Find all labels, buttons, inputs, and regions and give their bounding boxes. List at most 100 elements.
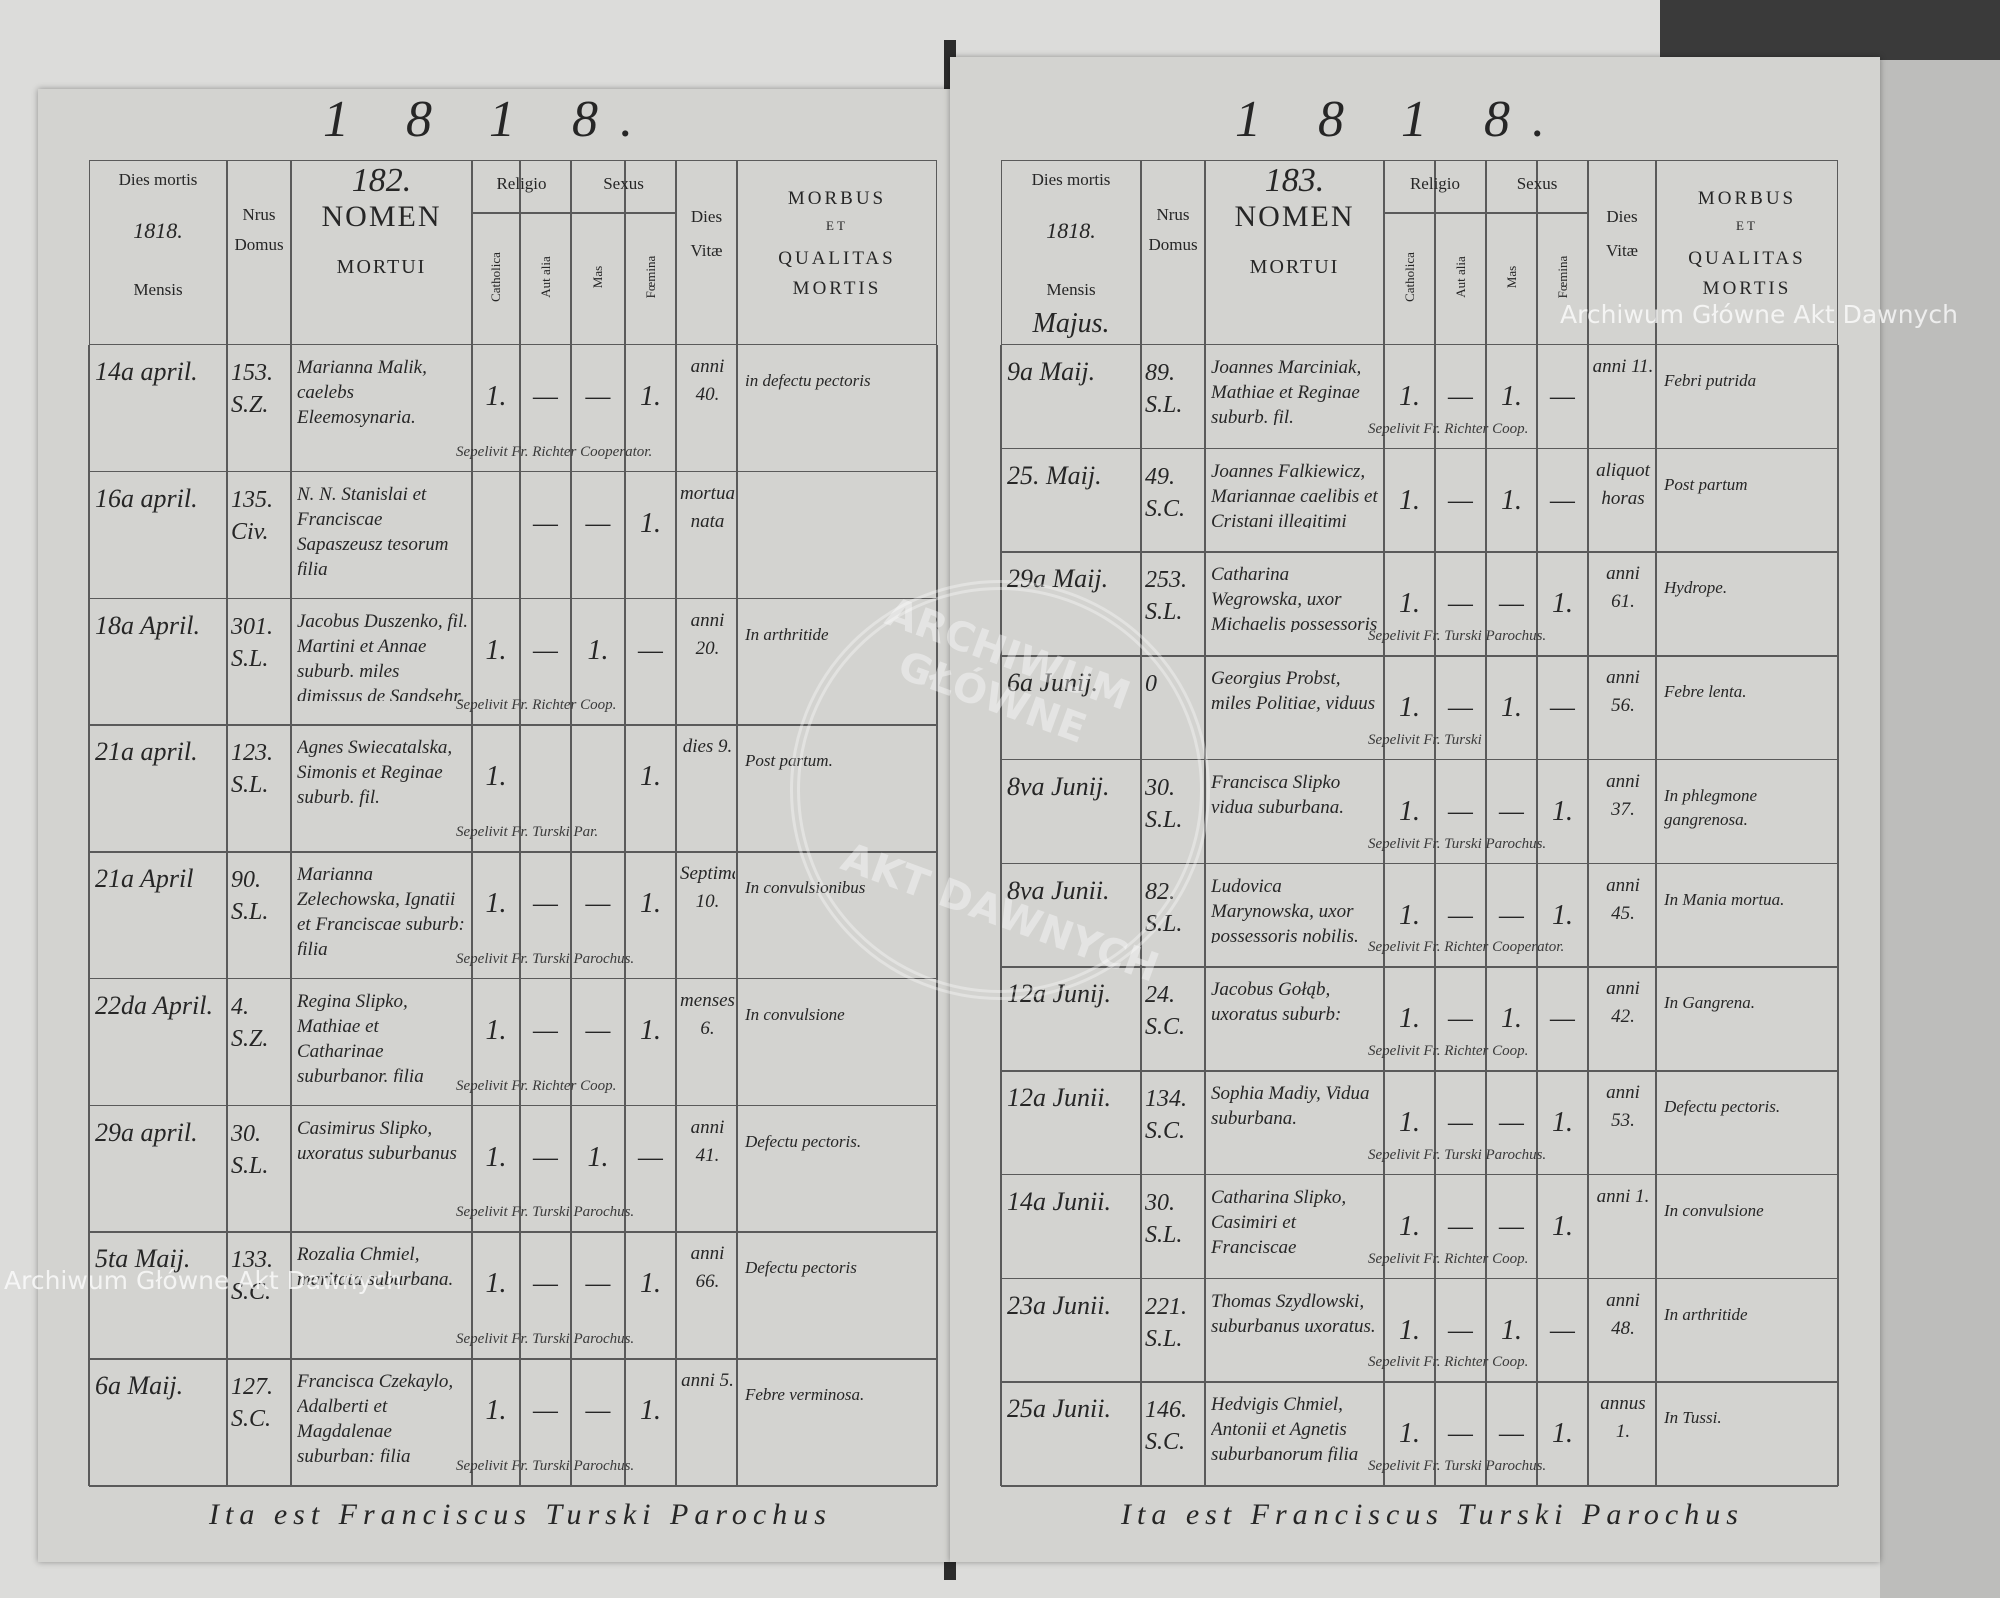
entry-mark: 1. <box>1552 588 1573 620</box>
cause-of-death: Post partum <box>1664 474 1748 494</box>
header-cell <box>89 160 227 345</box>
cause-of-death: In arthritide <box>1664 1304 1748 1324</box>
column-rule <box>226 345 228 1486</box>
age-at-death: anni 45. <box>1606 874 1640 924</box>
age-at-death: annus 1. <box>1600 1393 1646 1443</box>
cause-of-death: Hydrope. <box>1664 578 1728 598</box>
death-date: 23a Junii. <box>1007 1290 1111 1320</box>
scan-edge <box>1660 0 2000 64</box>
row-rule <box>89 597 937 600</box>
name-of-deceased: Jacobus Duszenko, fil. Martini et Annae … <box>297 610 468 702</box>
header-vertical: Fœmina <box>642 255 658 299</box>
header-year: 1818. <box>133 218 183 243</box>
age-at-death: anni 66. <box>690 1243 725 1293</box>
header-label: NOMEN <box>1234 200 1355 233</box>
column-rule <box>570 345 572 1486</box>
entry-mark: — <box>533 634 558 666</box>
header-vertical: Catholica <box>488 252 503 302</box>
header-cell <box>472 160 520 345</box>
column-rule <box>1655 345 1657 1486</box>
entry-mark: — <box>1499 795 1524 827</box>
header-label: QUALITAS <box>1688 248 1806 269</box>
header-cell <box>1588 160 1656 345</box>
age-at-death: anni 5. <box>681 1370 734 1392</box>
name-of-deceased: Jacobus Gołąb, uxoratus suburb: <box>1211 979 1342 1026</box>
entry-mark: — <box>1550 692 1575 724</box>
age-at-death: aliquot horas <box>1596 459 1650 509</box>
cause-of-death: In arthritide <box>745 624 829 644</box>
header-label: MORTUI <box>1249 256 1340 278</box>
house-number: 134. S.C. <box>1145 1086 1187 1145</box>
header-vertical: Mas <box>590 265 605 289</box>
house-number: 89. S.L. <box>1145 360 1183 418</box>
entry-mark: 1. <box>640 381 661 412</box>
row-rule <box>89 1358 937 1360</box>
cause-of-death: In Mania mortua. <box>1664 889 1785 909</box>
entry-mark: — <box>1448 381 1473 412</box>
entry-mark: 1. <box>1552 1418 1573 1450</box>
column-rule <box>290 345 292 1486</box>
age-at-death: anni 1. <box>1596 1185 1650 1207</box>
column-rule <box>471 345 473 1486</box>
house-number: 90. S.L. <box>231 867 269 926</box>
header-group: Religio <box>1409 174 1461 193</box>
name-of-deceased: Marianna Zelechowska, Ignatii et Francis… <box>297 864 465 955</box>
cause-of-death: Febre lenta. <box>1664 682 1747 702</box>
entry-mark: 1. <box>485 634 507 666</box>
header-label: Nrus Domus <box>1148 205 1198 254</box>
cause-of-death: In convulsione <box>745 1004 845 1024</box>
header-label: MORTUI <box>336 256 427 278</box>
header-vertical: Mas <box>1503 265 1519 289</box>
entry-mark: — <box>1550 484 1575 516</box>
death-date: 29a april. <box>95 1117 198 1147</box>
age-at-death: anni 11. <box>1592 356 1654 377</box>
page: 1 8 1 8. Dies mortis 1818. Mensis Majus. Nrus… <box>950 57 1880 1562</box>
name-of-deceased: Catharina Slipko, Casimiri et Franciscae… <box>1211 1186 1347 1255</box>
age-at-death: anni 40. <box>690 356 725 405</box>
cause-of-death: Febre verminosa. <box>745 1385 865 1405</box>
header-cell <box>1537 160 1588 345</box>
name-of-deceased: Rozalia Chmiel, maritata suburbana. <box>297 1244 454 1291</box>
archive-stamp: ARCHIWUM GŁÓWNE AKT DAWNYCH <box>790 580 1210 1000</box>
header-vertical: Aut alia <box>1452 256 1468 298</box>
entry-mark: — <box>533 1014 558 1046</box>
name-of-deceased: Hedvigis Chmiel, Antonii et Agnetis subu… <box>1211 1394 1359 1462</box>
age-at-death: anni 42. <box>1606 978 1640 1028</box>
header-label: MORBUS <box>787 188 887 209</box>
entry-mark: 1. <box>485 1268 507 1300</box>
cause-of-death: Defectu pectoris. <box>745 1131 862 1151</box>
header-month: Majus. <box>1032 308 1110 339</box>
death-date: 21a april. <box>95 737 198 767</box>
entry-mark: — <box>1550 1003 1575 1035</box>
cause-of-death: Defectu pectoris <box>745 1258 857 1278</box>
entry-mark: — <box>1448 795 1473 827</box>
entry-mark: 1. <box>1399 692 1420 724</box>
burial-note: Sepelivit Fr. Richter Coop. <box>1368 1043 1529 1060</box>
entry-mark: 1. <box>640 888 661 920</box>
entry-mark: 1. <box>1552 795 1573 827</box>
entry-mark: — <box>1448 1314 1473 1346</box>
header-cell <box>1001 160 1141 345</box>
header-cell <box>737 160 937 345</box>
house-number: 30. S.L. <box>231 1120 269 1179</box>
column-rule <box>1837 345 1839 1486</box>
row-rule <box>1001 862 1838 865</box>
name-of-deceased: Joannes Marciniak, Mathiae et Reginae su… <box>1211 357 1362 425</box>
name-of-deceased: Casimirus Slipko, uxoratus suburbanus <box>297 1117 457 1164</box>
row-rule <box>1001 551 1838 553</box>
cause-of-death: In Gangrena. <box>1664 993 1755 1013</box>
entry-mark: 1. <box>587 1141 609 1173</box>
register-number: 183. <box>1264 162 1325 199</box>
house-number: 127. S.C. <box>231 1374 273 1433</box>
entry-mark: — <box>533 507 558 539</box>
name-of-deceased: Georgius Probst, miles Politiae, viduus <box>1211 668 1376 715</box>
burial-note: Sepelivit Fr. Turski Parochus. <box>1368 1458 1547 1474</box>
entry-mark: 1. <box>587 634 609 666</box>
death-date: 14a Junii. <box>1007 1186 1111 1216</box>
burial-note: Sepelivit Fr. Richter Coop. <box>1368 1354 1529 1371</box>
entry-mark: 1. <box>1399 381 1420 412</box>
header-cell <box>1486 160 1537 345</box>
entry-mark: 1. <box>1552 1210 1573 1242</box>
row-rule <box>89 977 937 980</box>
house-number: 153. S.Z. <box>231 360 273 418</box>
